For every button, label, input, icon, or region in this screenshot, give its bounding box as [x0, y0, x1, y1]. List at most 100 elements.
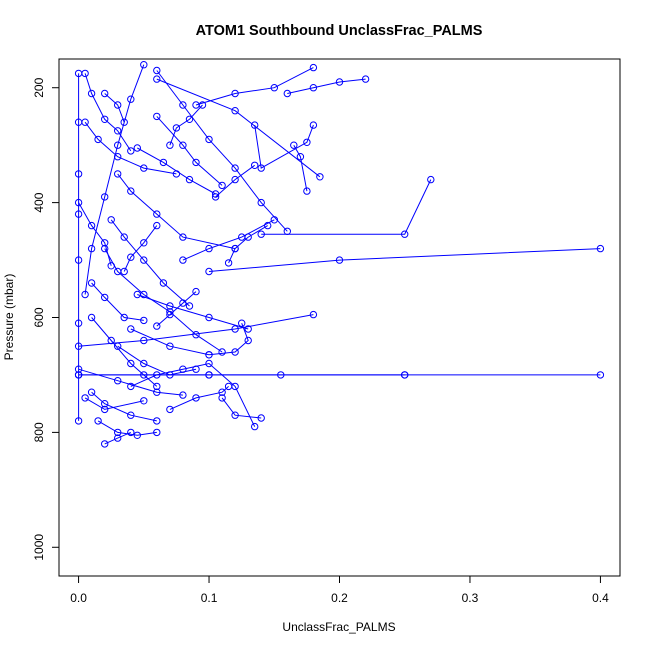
data-point	[427, 175, 435, 184]
series-line-40	[84, 73, 132, 152]
data-point	[185, 175, 194, 184]
series-line-23	[182, 219, 275, 261]
data-point	[192, 287, 200, 296]
data-point	[120, 267, 128, 276]
data-point	[127, 147, 135, 155]
data-point	[153, 388, 161, 396]
y-tick-label: 1000	[32, 534, 46, 561]
data-point	[257, 230, 265, 238]
data-point	[309, 84, 318, 92]
series-line-25	[130, 328, 210, 356]
series-line-8	[137, 294, 249, 330]
data-point	[153, 371, 161, 379]
data-point	[159, 279, 168, 287]
y-tick-label: 800	[32, 422, 46, 442]
data-point	[257, 414, 265, 422]
data-point	[87, 388, 96, 396]
series-line-37	[78, 202, 112, 266]
data-point	[192, 365, 200, 373]
data-point	[114, 170, 122, 178]
data-point	[127, 411, 135, 419]
data-point	[140, 256, 148, 264]
data-point	[303, 187, 311, 195]
data-point	[81, 118, 89, 126]
data-point	[218, 348, 226, 356]
series-line-22	[110, 219, 190, 307]
series-line-4	[195, 67, 314, 106]
data-point	[205, 371, 213, 379]
data-point	[335, 78, 344, 86]
data-point	[74, 371, 83, 379]
series-line-26	[287, 78, 366, 94]
series-line-41	[169, 104, 203, 146]
data-point	[205, 313, 213, 322]
data-point	[179, 256, 187, 264]
data-point	[140, 239, 148, 247]
data-point	[296, 153, 305, 161]
data-point	[114, 127, 122, 135]
data-point	[114, 141, 122, 149]
data-point	[205, 244, 213, 253]
data-point	[133, 290, 142, 299]
data-point	[257, 198, 265, 207]
data-point	[179, 391, 187, 399]
data-point	[257, 164, 265, 172]
series-line-32	[91, 282, 144, 321]
series-line-28	[208, 323, 249, 356]
data-point	[166, 310, 174, 319]
chart-title: ATOM1 Southbound UnclassFrac_PALMS	[196, 23, 483, 39]
series-line-27	[117, 345, 197, 376]
data-point	[87, 244, 96, 253]
data-point	[283, 89, 291, 98]
data-point	[159, 158, 168, 167]
data-point	[114, 377, 122, 385]
data-point	[120, 313, 128, 322]
data-point	[192, 394, 200, 402]
data-point	[153, 210, 161, 218]
data-point	[290, 141, 298, 149]
data-point	[205, 135, 213, 144]
data-point	[596, 244, 605, 253]
series-line-21	[156, 116, 223, 186]
data-point	[127, 253, 135, 261]
data-point	[140, 397, 148, 405]
data-point	[133, 144, 142, 152]
data-point	[153, 382, 161, 391]
x-tick-label: 0.2	[331, 591, 348, 605]
data-point	[74, 417, 83, 425]
data-point	[335, 256, 344, 264]
data-point	[94, 135, 102, 144]
data-point	[101, 244, 109, 253]
x-tick-label: 0.1	[201, 591, 218, 605]
x-tick-label: 0.4	[592, 591, 609, 605]
data-point	[401, 371, 409, 379]
data-point	[231, 325, 239, 333]
series-line-14	[208, 248, 601, 272]
data-point	[179, 101, 187, 109]
data-point	[74, 256, 83, 264]
data-point	[361, 75, 370, 83]
y-tick-label: 200	[32, 77, 46, 97]
series-line-18	[221, 397, 262, 419]
x-tick-label: 0.0	[70, 591, 87, 605]
data-point	[231, 244, 239, 253]
data-point	[140, 164, 148, 172]
data-point	[231, 411, 239, 419]
data-point	[94, 417, 102, 425]
data-point	[153, 322, 161, 330]
data-point	[101, 193, 109, 201]
data-point	[114, 434, 122, 442]
data-point	[277, 371, 285, 379]
data-point	[87, 313, 96, 322]
data-point	[81, 69, 89, 78]
data-point	[218, 181, 226, 190]
series-line-7	[117, 173, 236, 250]
data-point	[87, 279, 96, 287]
data-point	[179, 233, 187, 241]
series-line-38	[137, 147, 216, 195]
data-point	[205, 359, 213, 368]
data-point	[153, 221, 161, 230]
data-point	[192, 158, 200, 167]
x-tick-label: 0.3	[462, 591, 479, 605]
data-point	[114, 342, 122, 350]
